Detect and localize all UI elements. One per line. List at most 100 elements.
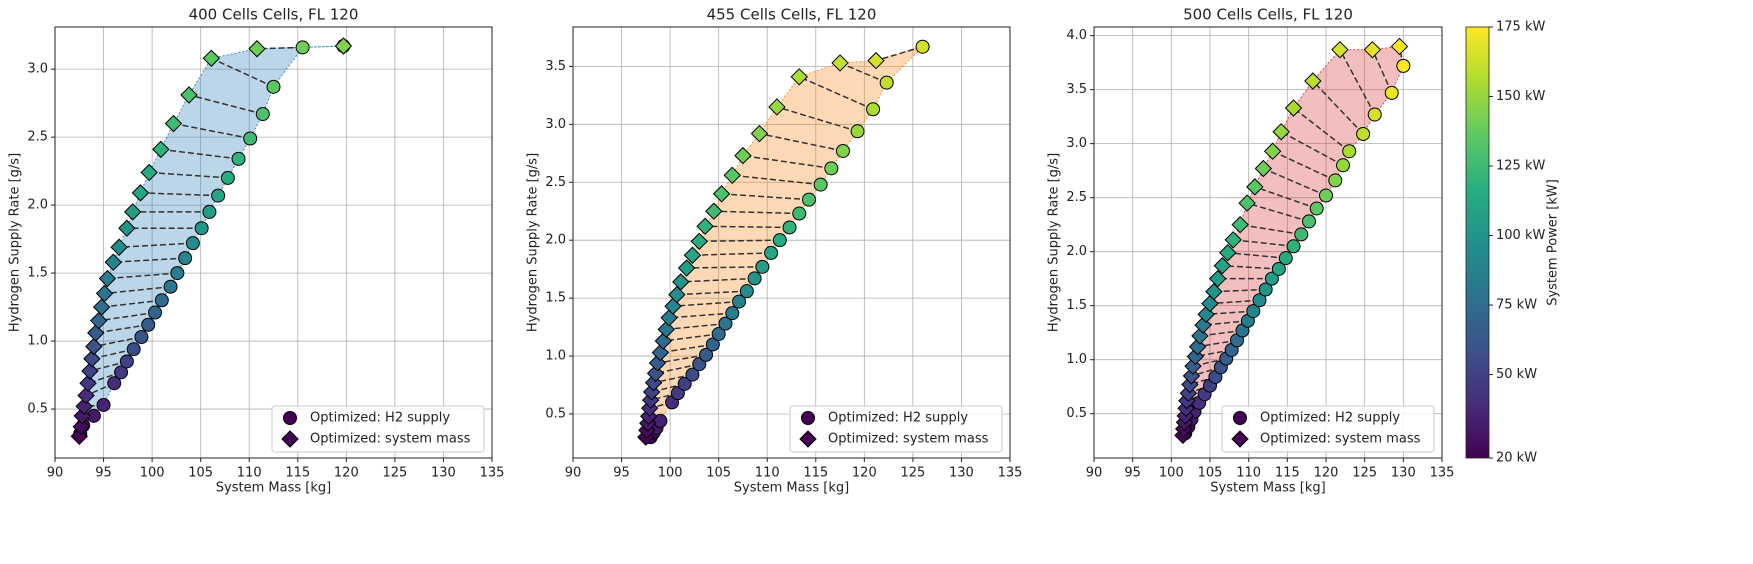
diamond-point: [1219, 244, 1237, 262]
diamond-point: [723, 166, 741, 185]
y-tick-label: 2.5: [1066, 190, 1087, 205]
pair-link: [1371, 49, 1393, 94]
x-tick-label: 115: [803, 466, 828, 481]
diamond-point: [75, 397, 93, 416]
diamond-point: [123, 203, 142, 221]
diamond-point: [867, 51, 885, 70]
pair-link: [732, 174, 821, 186]
x-tick-label: 90: [47, 466, 64, 481]
circle-point: [126, 342, 141, 357]
pair-link: [188, 94, 264, 115]
pair-link: [699, 239, 780, 243]
circle-point: [163, 279, 178, 294]
circle-point: [747, 271, 762, 286]
circle-point: [699, 347, 714, 362]
pair-link: [1209, 299, 1260, 305]
chart-title: 455 Cells Cells, FL 120: [707, 6, 877, 24]
colorbar-tick-label: 20 kW: [1496, 451, 1537, 466]
diamond-point: [79, 374, 97, 392]
circle-point: [835, 143, 850, 158]
y-axis-label: Hydrogen Supply Rate [g/s]: [526, 153, 541, 332]
legend-marker: [281, 430, 299, 448]
x-tick-label: 135: [480, 466, 505, 481]
colorbar-tick-label: 75 kW: [1496, 298, 1537, 313]
pair-link: [666, 322, 726, 331]
circle-point: [220, 170, 235, 185]
circle-point: [255, 107, 270, 122]
x-tick-label: 100: [140, 466, 165, 481]
x-tick-label: 125: [1352, 466, 1377, 481]
x-tick-label: 120: [1314, 466, 1339, 481]
diamond-point: [1231, 215, 1249, 234]
diamond-point: [1205, 282, 1223, 301]
colorbar-tick-label: 175 kW: [1496, 20, 1545, 35]
y-tick-label: 4.0: [1066, 28, 1087, 43]
circle-point: [178, 251, 193, 266]
legend-label: Optimized: H2 supply: [828, 411, 968, 426]
diamond-point: [696, 217, 714, 235]
pair-link: [672, 300, 740, 307]
legend-label: Optimized: H2 supply: [1260, 411, 1400, 426]
diamond-point: [1254, 159, 1273, 178]
circle-point: [1384, 85, 1399, 100]
circle-point: [1258, 282, 1273, 297]
circle-point: [1286, 239, 1301, 254]
x-tick-label: 90: [565, 466, 582, 481]
circle-point: [732, 294, 747, 309]
diamond-point: [1224, 231, 1242, 249]
y-tick-label: 2.5: [27, 130, 48, 145]
pair-link: [173, 122, 251, 140]
circle-point: [755, 259, 770, 274]
circle-point: [243, 131, 258, 146]
x-tick-label: 90: [1086, 466, 1103, 481]
pair-link: [1246, 202, 1310, 223]
circle-point: [266, 79, 281, 94]
x-tick-label: 105: [1198, 466, 1223, 481]
diamond-point: [1331, 40, 1349, 59]
x-tick-label: 100: [658, 466, 683, 481]
circle-point: [231, 151, 246, 166]
circle-point: [739, 284, 754, 299]
y-tick-label: 2.0: [545, 233, 566, 248]
pair-link: [657, 354, 707, 364]
diamond-point: [790, 68, 808, 86]
diamond-point: [83, 350, 101, 368]
diamond-point: [672, 273, 690, 291]
legend-box: [271, 405, 485, 453]
diamond-point: [248, 40, 266, 58]
diamond-point: [750, 124, 769, 143]
diamond-point: [734, 146, 752, 165]
circle-point: [824, 161, 839, 176]
circle-point: [813, 177, 828, 192]
diamond-point: [131, 184, 150, 202]
pair-link: [1293, 107, 1350, 152]
diamond-point: [1390, 37, 1409, 56]
y-tick-label: 1.0: [1066, 352, 1087, 367]
colorbar-label: System Power [kW]: [1546, 179, 1561, 306]
axes-frame: [572, 26, 1011, 459]
pair-link: [1227, 252, 1286, 259]
diamond-point: [1213, 257, 1232, 275]
diamond-point: [690, 232, 708, 251]
x-tick-label: 105: [188, 466, 213, 481]
legend-label: Optimized: system mass: [828, 432, 989, 447]
pair-link: [1263, 167, 1327, 197]
diamond-point: [110, 238, 128, 256]
legend-label: Optimized: system mass: [310, 432, 471, 447]
y-tick-label: 0.5: [545, 406, 566, 421]
pair-link: [104, 285, 171, 295]
diamond-point: [1246, 178, 1264, 196]
diamond-point: [1363, 40, 1382, 59]
diamond-point: [180, 86, 198, 104]
circle-point: [114, 365, 129, 380]
circle-point: [1246, 304, 1261, 319]
circle-point: [1336, 158, 1351, 173]
diamond-point: [1238, 194, 1256, 212]
circle-point: [134, 329, 149, 344]
circle-point: [1264, 271, 1279, 286]
circle-point: [295, 40, 310, 55]
chart-title: 500 Cells Cells, FL 120: [1183, 6, 1353, 24]
diamond-point: [705, 202, 723, 220]
y-tick-label: 2.5: [545, 175, 566, 190]
